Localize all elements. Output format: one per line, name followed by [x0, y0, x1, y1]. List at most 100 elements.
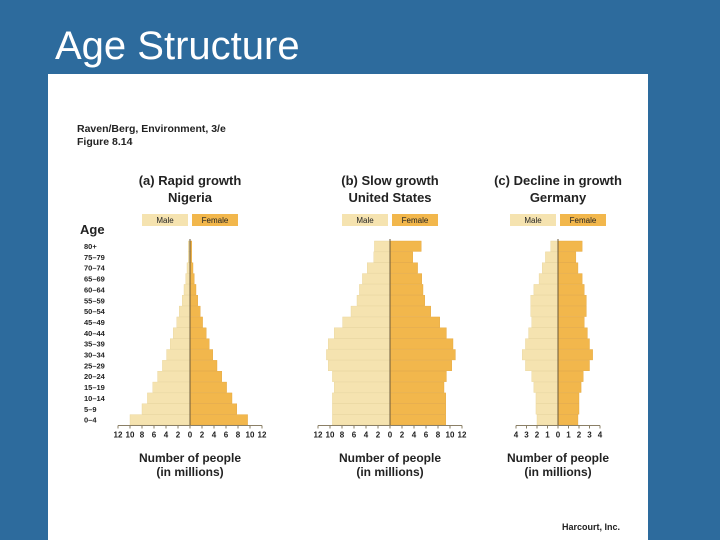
bar-female	[557, 305, 587, 317]
bar-female	[557, 414, 579, 426]
bar-female	[389, 262, 418, 274]
bar-male	[342, 316, 391, 328]
legend-swatch-female	[560, 214, 606, 226]
bar-female	[189, 403, 237, 415]
chart-title: (b) Slow growth	[341, 173, 439, 188]
bar-female	[189, 295, 199, 306]
age-tick-label: 70–74	[84, 264, 106, 273]
age-tick-label: 25–29	[84, 361, 105, 370]
age-tick-label: 50–54	[84, 307, 106, 316]
age-tick-label: 80+	[84, 242, 97, 251]
bar-female	[557, 360, 590, 372]
bar-female	[389, 349, 456, 361]
x-tick-label: 12	[314, 430, 323, 439]
bar-male	[359, 284, 391, 296]
bar-female	[189, 327, 207, 339]
x-tick-label: 4	[412, 430, 417, 439]
bar-male	[183, 284, 191, 296]
x-axis-label-units: (in millions)	[524, 465, 591, 479]
age-tick-label: 75–79	[84, 253, 105, 262]
x-tick-label: 12	[458, 430, 467, 439]
bar-female	[557, 262, 579, 274]
x-tick-label: 4	[164, 430, 169, 439]
bar-male	[538, 273, 559, 285]
bar-female	[389, 371, 447, 382]
age-tick-label: 35–39	[84, 340, 105, 349]
chart-subtitle: Nigeria	[168, 190, 213, 205]
bar-male	[373, 251, 391, 263]
x-tick-label: 12	[114, 430, 123, 439]
bar-male	[535, 403, 559, 415]
pyramid-1	[317, 239, 463, 429]
bar-female	[557, 251, 577, 263]
bar-female	[557, 403, 580, 415]
bar-male	[533, 381, 559, 393]
age-axis-label: Age	[80, 222, 105, 237]
bar-female	[389, 403, 446, 415]
bar-female	[189, 392, 233, 404]
age-tick-label: 10–14	[84, 394, 106, 403]
x-tick-label: 6	[352, 430, 357, 439]
x-tick-label: 6	[424, 430, 429, 439]
bar-female	[389, 360, 452, 372]
x-tick-label: 2	[577, 430, 582, 439]
bar-male	[350, 305, 391, 317]
bar-female	[557, 284, 585, 296]
bar-male	[185, 273, 191, 285]
bar-male	[531, 371, 559, 382]
bar-male	[332, 371, 391, 382]
x-tick-label: 4	[598, 430, 603, 439]
bar-female	[189, 360, 218, 372]
bar-male	[525, 338, 559, 350]
x-tick-label: 2	[200, 430, 205, 439]
age-tick-label: 40–44	[84, 329, 106, 338]
x-tick-label: 2	[535, 430, 540, 439]
x-tick-label: 4	[364, 430, 369, 439]
slide-title: Age Structure	[55, 24, 300, 68]
bar-female	[389, 316, 440, 328]
bar-female	[189, 338, 210, 350]
bar-female	[557, 338, 590, 350]
legend-label-male: Male	[524, 216, 542, 225]
bar-male	[374, 240, 391, 252]
bar-male	[332, 403, 391, 415]
bar-female	[557, 327, 588, 339]
bar-female	[389, 273, 422, 285]
bar-female	[189, 414, 248, 426]
bar-female	[557, 316, 585, 328]
legend-label-male: Male	[356, 216, 374, 225]
x-tick-label: 2	[376, 430, 381, 439]
bar-male	[525, 360, 559, 372]
bar-male	[147, 392, 191, 404]
source-line-2: Figure 8.14	[77, 136, 133, 148]
bar-male	[178, 305, 191, 317]
bar-male	[169, 338, 191, 350]
bar-male	[530, 295, 559, 306]
x-tick-label: 2	[176, 430, 181, 439]
age-tick-label: 30–34	[84, 351, 106, 360]
bar-male	[528, 327, 559, 339]
bar-male	[334, 381, 391, 393]
bar-female	[189, 316, 203, 328]
bar-male	[176, 316, 191, 328]
bar-female	[389, 338, 454, 350]
bar-male	[522, 349, 559, 361]
bar-female	[557, 371, 584, 382]
bar-female	[389, 284, 424, 296]
bar-male	[536, 414, 559, 426]
x-tick-label: 0	[556, 430, 561, 439]
bar-female	[189, 349, 213, 361]
x-tick-label: 1	[566, 430, 571, 439]
x-tick-label: 10	[126, 430, 135, 439]
bar-male	[141, 403, 191, 415]
x-axis-label: Number of people	[339, 451, 441, 465]
x-tick-label: 3	[587, 430, 592, 439]
publisher-credit: Harcourt, Inc.	[562, 522, 620, 532]
bar-female	[557, 240, 583, 252]
x-tick-label: 10	[326, 430, 335, 439]
x-tick-label: 0	[188, 430, 193, 439]
chart-title: (c) Decline in growth	[494, 173, 622, 188]
bar-female	[189, 381, 227, 393]
age-tick-label: 45–49	[84, 318, 105, 327]
x-tick-label: 12	[258, 430, 267, 439]
